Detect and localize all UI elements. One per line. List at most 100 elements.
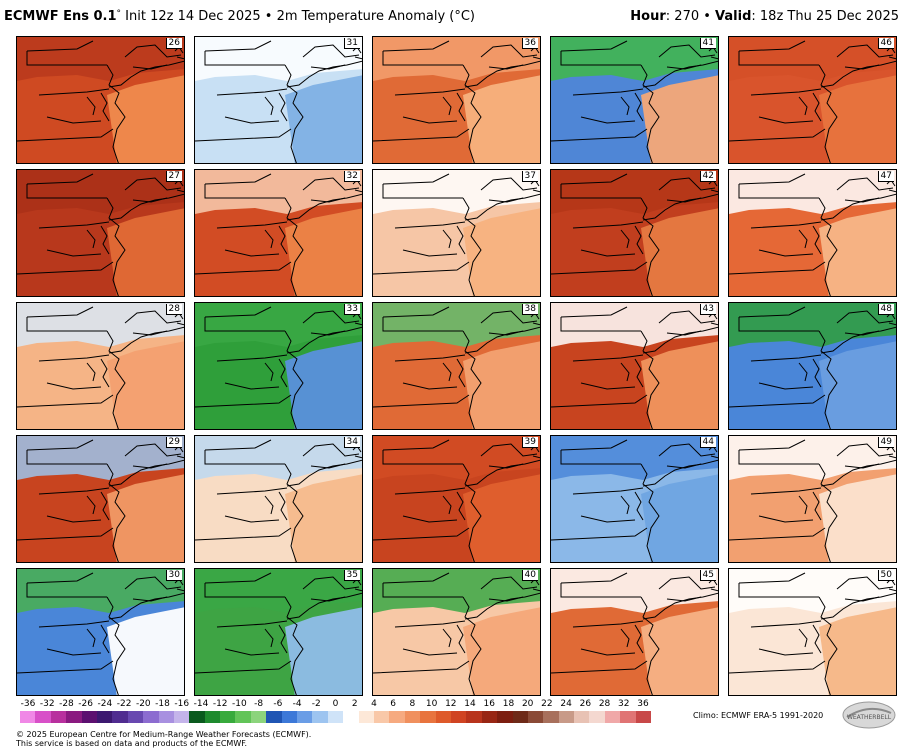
model-name: ECMWF Ens 0.1 [4,9,117,24]
colorbar-tick: -6 [273,699,283,709]
colorbar-swatch [574,711,590,723]
colorbar-swatch [420,711,436,723]
colorbar-swatch [435,711,451,723]
member-number: 26 [165,38,182,49]
member-map [17,170,184,296]
ensemble-member-panel: 27 [16,169,185,297]
colorbar-swatch [327,711,344,723]
colorbar-tick: -26 [78,699,94,709]
colorbar-tick: -14 [193,699,209,709]
member-number: 35 [343,570,360,581]
colorbar-tick: -18 [155,699,170,709]
colorbar-swatch [112,711,128,723]
member-number: 50 [877,570,894,581]
member-map [551,569,718,695]
colorbar-tick: 20 [521,699,534,709]
colorbar-tick: 28 [598,699,611,709]
ensemble-member-panel: 30 [16,568,185,696]
colorbar-tick: -4 [292,699,302,709]
colorbar-swatch [450,711,467,723]
colorbar-swatch [281,711,298,723]
temperature-anomaly-colorbar [20,711,652,723]
ensemble-member-panel: 28 [16,302,185,430]
init-text: Init 12z 14 Dec 2025 • 2m Temperature An… [125,9,475,24]
colorbar-swatch [66,711,82,723]
member-number: 28 [165,304,182,315]
colorbar-tick: -22 [116,699,132,709]
colorbar-swatch [173,711,190,723]
colorbar-tick: 4 [371,699,377,709]
member-number: 42 [699,171,716,182]
colorbar-tick: -32 [39,699,55,709]
ensemble-member-panel: 46 [728,36,897,164]
ensemble-member-panel: 34 [194,435,363,563]
member-map [729,170,896,296]
logo-icon: WEATHERBELL [842,701,896,729]
member-number: 31 [343,38,360,49]
member-map [551,170,718,296]
colorbar-tick: -24 [97,699,113,709]
colorbar-tick: -36 [20,699,36,709]
colorbar-tick: 16 [483,699,495,709]
ensemble-member-panel: 26 [16,36,185,164]
ensemble-member-panel: 48 [728,302,897,430]
colorbar-swatch [235,711,251,723]
member-number: 45 [699,570,716,581]
member-number: 43 [699,304,716,315]
member-map [195,436,362,562]
colorbar-tick: 24 [560,699,572,709]
member-map [195,170,362,296]
colorbar-swatch [497,711,513,723]
copyright-line-2: This service is based on data and produc… [16,739,248,748]
ensemble-member-panel: 47 [728,169,897,297]
member-map [551,37,718,163]
copyright-line-1: © 2025 European Centre for Medium-Range … [16,730,312,739]
colorbar-swatch [35,711,51,723]
member-map [373,170,540,296]
colorbar-tick: -12 [212,699,228,709]
member-number: 37 [521,171,538,182]
member-map [195,303,362,429]
colorbar-swatch [481,711,498,723]
member-map [195,569,362,695]
colorbar-swatch [50,711,67,723]
member-map [551,436,718,562]
logo-text: WEATHERBELL [847,714,892,721]
colorbar-swatch [543,711,559,723]
member-map [373,303,540,429]
ensemble-member-panel: 50 [728,568,897,696]
ensemble-member-panel: 49 [728,435,897,563]
colorbar-swatch [250,711,267,723]
colorbar-swatch [143,711,159,723]
valid-time: Hour: 270 • Valid: 18z Thu 25 Dec 2025 [630,9,899,24]
member-number: 29 [165,437,182,448]
ensemble-member-panel: 41 [550,36,719,164]
member-number: 48 [877,304,894,315]
colorbar-swatch [635,711,652,723]
member-map [373,569,540,695]
climo-note: Climo: ECMWF ERA-5 1991-2020 [693,711,824,720]
member-map [551,303,718,429]
valid-label: Valid [715,9,752,24]
colorbar-swatch [404,711,421,723]
colorbar-swatch [204,711,221,723]
colorbar-swatch [297,711,313,723]
colorbar-swatch [358,711,374,723]
member-map [17,37,184,163]
member-map [729,37,896,163]
ensemble-member-panel: 42 [550,169,719,297]
colorbar-swatch [81,711,97,723]
member-map [195,37,362,163]
colorbar-swatch [220,711,236,723]
ensemble-member-panel: 44 [550,435,719,563]
ensemble-member-panel: 37 [372,169,541,297]
member-number: 49 [877,437,894,448]
colorbar-swatch [512,711,528,723]
colorbar-swatch [343,711,359,723]
colorbar-swatch [266,711,282,723]
colorbar-swatch [158,711,174,723]
colorbar-swatch [373,711,390,723]
colorbar-tick: -20 [135,699,151,709]
ensemble-member-panel: 33 [194,302,363,430]
colorbar-swatch [589,711,605,723]
